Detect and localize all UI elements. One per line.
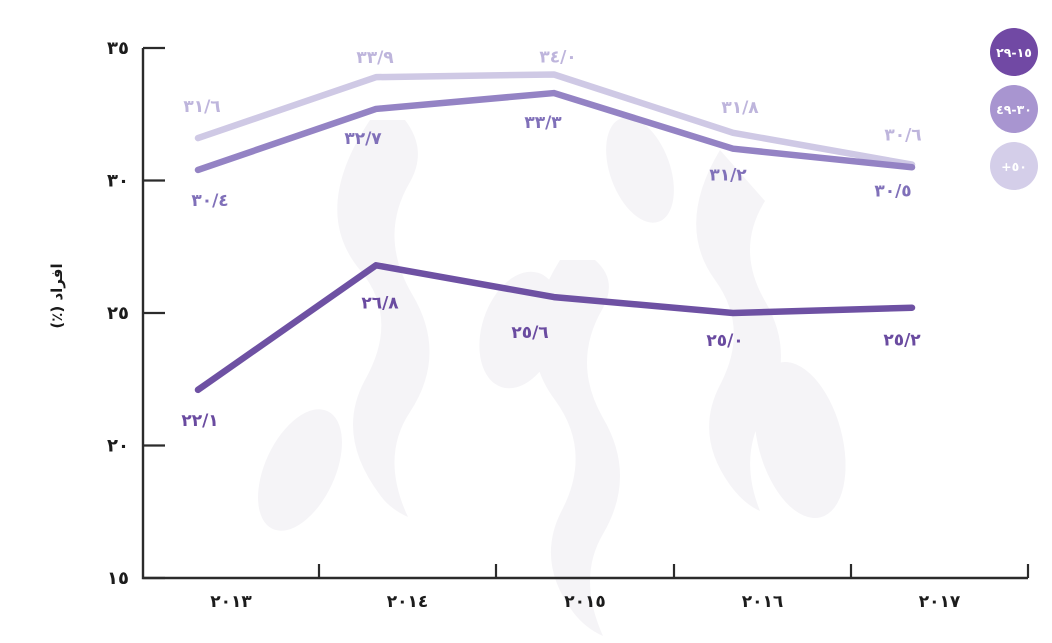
y-tick-label: ١٥ [107, 568, 129, 589]
point-label-15-29: ٢٥/٠ [706, 331, 743, 351]
point-label-50+: ٣٠/٦ [884, 126, 921, 146]
legend-item-50-plus: +٥٠ [990, 142, 1038, 190]
legend-item-15-29: ١٥-٢٩ [990, 28, 1038, 76]
y-tick-label: ٢٠ [107, 436, 129, 457]
series-line-15-29 [194, 262, 916, 394]
data-point-labels: ٣١/٦ ٣٣/٩ ٣٤/٠ ٣١/٨ ٣٠/٦ ٣٠/٤ ٣٢/٧ ٣٣/٣ ٣١/٢ ٣٠/٥… [181, 48, 921, 431]
legend-label-30-49: ٣٠-٤٩ [996, 101, 1032, 117]
point-label-30-49: ٣٣/٣ [524, 113, 562, 133]
point-label-15-29: ٢٢/١ [181, 411, 218, 431]
x-axis-label: ٢٠١٤ [387, 592, 429, 612]
x-axis-label: ٢٠١٧ [919, 592, 961, 612]
point-label-30-49: ٣٠/٥ [874, 181, 911, 201]
legend: ١٥-٢٩ ٣٠-٤٩ +٥٠ [990, 28, 1040, 190]
watermark [258, 117, 846, 636]
legend-label-15-29: ١٥-٢٩ [996, 44, 1032, 60]
x-axis-label: ٢٠١٥ [564, 592, 606, 612]
point-label-50+: ٣٤/٠ [539, 48, 576, 68]
y-tick-label: ٣٠ [107, 171, 129, 192]
x-axis-ticks: ٢٠١٣ ٢٠١٤ ٢٠١٥ ٢٠١٦ ٢٠١٧ [210, 564, 1030, 612]
y-tick-label: ٣٥ [107, 38, 129, 59]
series-lines [194, 71, 916, 394]
x-axis-label: ٢٠١٣ [210, 592, 252, 612]
series-line-30-49 [194, 89, 916, 174]
legend-item-30-49: ٣٠-٤٩ [990, 85, 1038, 133]
y-tick-label: ٢٥ [107, 303, 129, 324]
point-label-50+: ٣١/٦ [183, 97, 220, 117]
point-label-30-49: ٣١/٢ [709, 166, 747, 186]
point-label-50+: ٣٣/٩ [356, 48, 394, 68]
point-label-15-29: ٢٥/٢ [883, 331, 921, 351]
point-label-50+: ٣١/٨ [721, 98, 759, 118]
point-label-30-49: ٣٠/٤ [191, 191, 228, 211]
legend-label-50-plus: +٥٠ [1001, 158, 1027, 174]
series-line-50+ [194, 71, 916, 168]
x-axis-label: ٢٠١٦ [742, 592, 784, 612]
point-label-15-29: ٢٦/٨ [361, 293, 399, 313]
point-label-30-49: ٣٢/٧ [344, 129, 382, 149]
y-axis-ticks: ٣٥ ٣٠ ٢٥ ٢٠ ١٥ [107, 38, 165, 589]
point-label-15-29: ٢٥/٦ [511, 323, 548, 343]
y-axis-title: افراد (٪) [48, 263, 66, 328]
